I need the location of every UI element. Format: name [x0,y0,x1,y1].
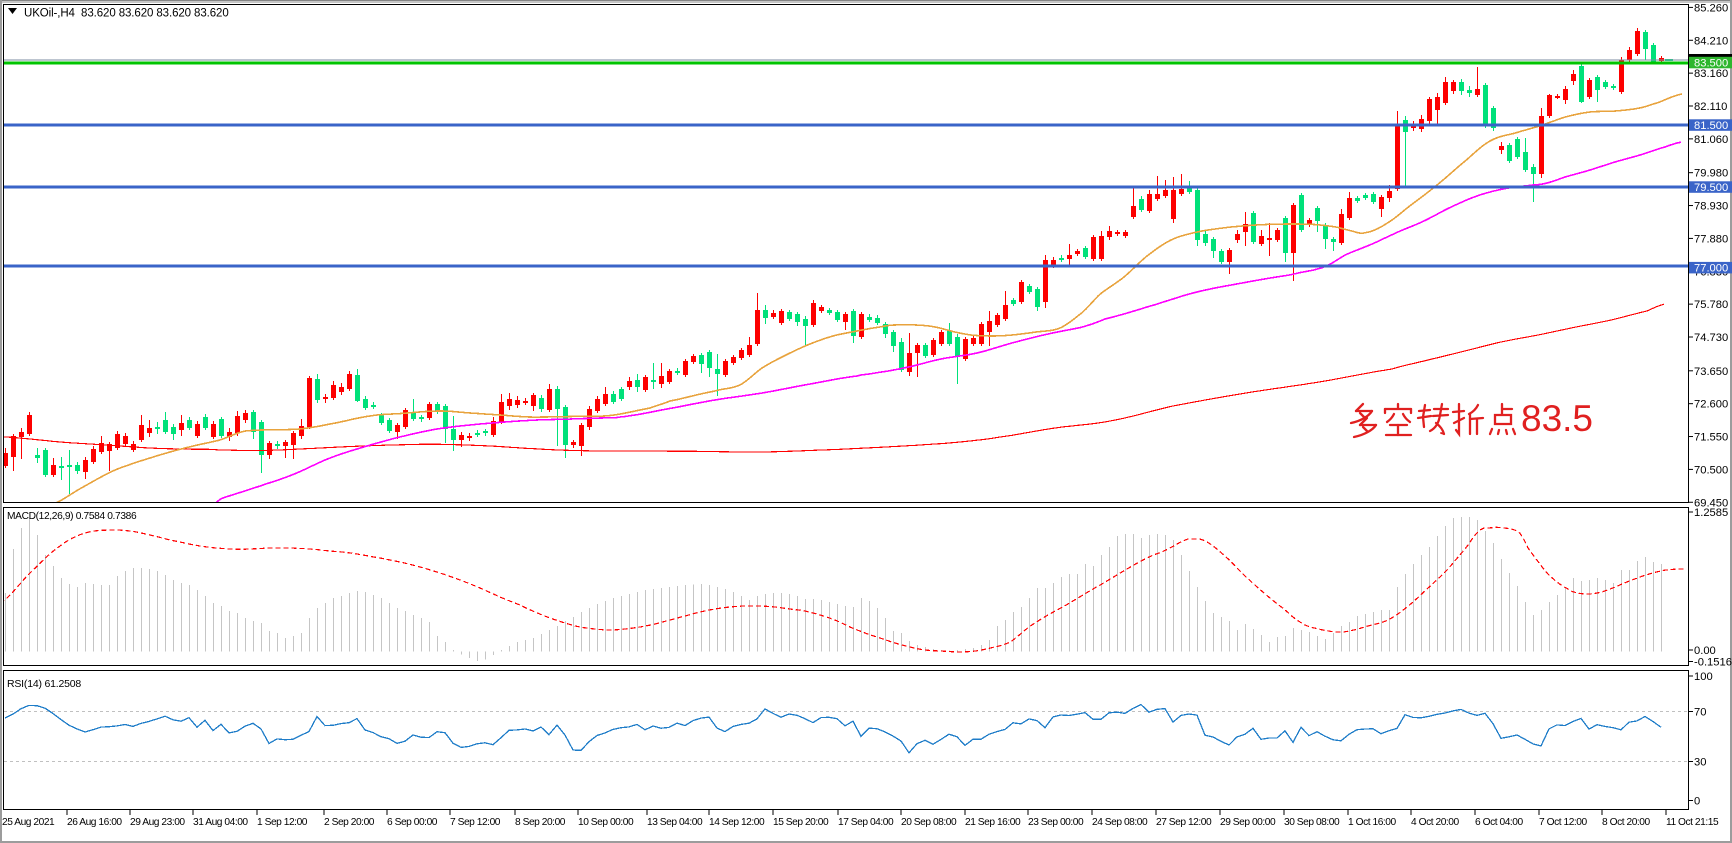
svg-text:8 Sep 20:00: 8 Sep 20:00 [515,817,566,828]
svg-text:-0.1516: -0.1516 [1694,657,1732,669]
svg-text:85.260: 85.260 [1694,2,1728,14]
svg-text:1 Oct 16:00: 1 Oct 16:00 [1348,817,1397,828]
svg-text:25 Aug 2021: 25 Aug 2021 [2,817,55,828]
svg-text:1.2585: 1.2585 [1694,507,1728,519]
svg-text:73.650: 73.650 [1694,366,1728,378]
svg-text:77.880: 77.880 [1694,233,1728,245]
svg-text:74.730: 74.730 [1694,332,1728,344]
svg-text:81.060: 81.060 [1694,134,1728,146]
svg-text:77.000: 77.000 [1694,263,1728,275]
svg-text:71.550: 71.550 [1694,432,1728,444]
svg-text:7 Oct 12:00: 7 Oct 12:00 [1539,817,1588,828]
svg-text:17 Sep 04:00: 17 Sep 04:00 [838,817,894,828]
svg-text:79.980: 79.980 [1694,168,1728,180]
svg-text:69.450: 69.450 [1694,497,1728,509]
svg-text:2 Sep 20:00: 2 Sep 20:00 [324,817,375,828]
svg-text:26 Aug 16:00: 26 Aug 16:00 [67,817,122,828]
svg-text:70.500: 70.500 [1694,464,1728,476]
svg-text:7 Sep 12:00: 7 Sep 12:00 [450,817,501,828]
svg-text:0: 0 [1694,796,1700,808]
svg-text:21 Sep 16:00: 21 Sep 16:00 [965,817,1021,828]
svg-text:30 Sep 08:00: 30 Sep 08:00 [1284,817,1340,828]
svg-text:14 Sep 12:00: 14 Sep 12:00 [709,817,765,828]
svg-text:20 Sep 08:00: 20 Sep 08:00 [901,817,957,828]
svg-text:72.600: 72.600 [1694,399,1728,411]
svg-text:30: 30 [1694,757,1706,769]
svg-text:6 Sep 00:00: 6 Sep 00:00 [387,817,438,828]
svg-text:15 Sep 20:00: 15 Sep 20:00 [773,817,829,828]
svg-text:0.00: 0.00 [1694,645,1716,657]
svg-text:29 Aug 23:00: 29 Aug 23:00 [130,817,185,828]
svg-text:6 Oct 04:00: 6 Oct 04:00 [1475,817,1524,828]
svg-text:78.930: 78.930 [1694,201,1728,213]
svg-text:75.780: 75.780 [1694,299,1728,311]
svg-text:8 Oct 20:00: 8 Oct 20:00 [1602,817,1651,828]
svg-text:83.5: 83.5 [1521,398,1593,439]
svg-text:31 Aug 04:00: 31 Aug 04:00 [193,817,248,828]
svg-text:24 Sep 08:00: 24 Sep 08:00 [1092,817,1148,828]
svg-text:79.500: 79.500 [1694,182,1728,194]
svg-text:84.210: 84.210 [1694,35,1728,47]
svg-text:23 Sep 00:00: 23 Sep 00:00 [1028,817,1084,828]
svg-text:4 Oct 20:00: 4 Oct 20:00 [1411,817,1460,828]
svg-text:100: 100 [1694,671,1713,683]
svg-text:70: 70 [1694,707,1706,719]
svg-text:MACD(12,26,9) 0.7584 0.7386: MACD(12,26,9) 0.7584 0.7386 [7,511,137,522]
svg-text:83.500: 83.500 [1694,57,1728,69]
svg-text:27 Sep 12:00: 27 Sep 12:00 [1156,817,1212,828]
svg-text:13 Sep 04:00: 13 Sep 04:00 [647,817,703,828]
svg-text:1 Sep 12:00: 1 Sep 12:00 [257,817,308,828]
svg-text:29 Sep 00:00: 29 Sep 00:00 [1220,817,1276,828]
svg-text:10 Sep 00:00: 10 Sep 00:00 [578,817,634,828]
svg-text:83.160: 83.160 [1694,68,1728,80]
svg-text:UKOil-,H4 83.620 83.620 83.62: UKOil-,H4 83.620 83.620 83.620 83.620 [24,8,229,20]
svg-text:RSI(14) 61.2508: RSI(14) 61.2508 [7,678,81,690]
svg-text:11 Oct 21:15: 11 Oct 21:15 [1666,817,1719,828]
svg-text:81.500: 81.500 [1694,120,1728,132]
svg-text:82.110: 82.110 [1694,101,1727,113]
